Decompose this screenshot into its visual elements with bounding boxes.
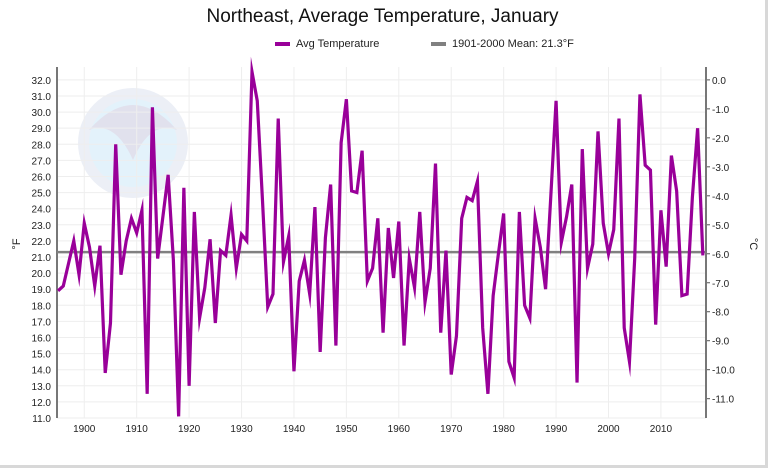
y-tick-label: 18.0	[32, 301, 52, 312]
legend-label: Avg Temperature	[296, 38, 380, 50]
y-tick-label: 29.0	[32, 124, 52, 135]
y-tick-label: 26.0	[32, 172, 52, 183]
y-tick-label: 30.0	[32, 108, 52, 119]
y-tick-label: 27.0	[32, 156, 52, 167]
y-right-tick-label: -5.0	[712, 221, 730, 232]
chart-title: Northeast, Average Temperature, January	[206, 6, 559, 27]
y-right-tick-label: -7.0	[712, 279, 730, 290]
avg-temperature-line	[56, 56, 705, 417]
noaa-logo-watermark	[78, 88, 188, 198]
y-tick-label: 16.0	[32, 333, 52, 344]
y-right-tick-label: 0.0	[712, 76, 726, 87]
legend-item-mean[interactable]: 1901-2000 Mean: 21.3°F	[431, 38, 574, 50]
y-tick-label: 28.0	[32, 140, 52, 151]
y-tick-label: 24.0	[32, 205, 52, 216]
y-tick-label: 19.0	[32, 285, 52, 296]
y-right-tick-label: -1.0	[712, 105, 730, 116]
y-right-tick-label: -9.0	[712, 337, 730, 348]
y-axis-label-right: °C	[747, 238, 759, 250]
y-right-tick-label: -2.0	[712, 134, 730, 145]
y-tick-label: 32.0	[32, 76, 52, 87]
y-tick-label: 14.0	[32, 366, 52, 377]
y-axis-label-left: °F	[11, 238, 23, 249]
y-tick-label: 31.0	[32, 92, 52, 103]
y-right-tick-label: -6.0	[712, 250, 730, 261]
y-tick-label: 21.0	[32, 253, 52, 264]
y-tick-label: 23.0	[32, 221, 52, 232]
y-tick-label: 22.0	[32, 237, 52, 248]
legend-swatch-gray	[431, 42, 446, 46]
y-right-tick-label: -10.0	[712, 366, 735, 377]
x-tick-label: 1960	[388, 424, 411, 435]
y-tick-label: 13.0	[32, 382, 52, 393]
y-right-tick-label: -11.0	[712, 395, 734, 406]
y-right-tick-label: -8.0	[712, 308, 730, 319]
noaa-logo-bird	[89, 105, 177, 160]
x-tick-label: 1950	[335, 424, 358, 435]
x-tick-label: 1930	[230, 424, 253, 435]
x-tick-label: 1970	[440, 424, 463, 435]
x-tick-label: 1940	[283, 424, 306, 435]
legend-item-avg-temperature[interactable]: Avg Temperature	[275, 38, 379, 50]
y-tick-label: 17.0	[32, 317, 52, 328]
x-tick-label: 2000	[597, 424, 620, 435]
y-tick-label: 20.0	[32, 269, 52, 280]
y-right-tick-label: -4.0	[712, 192, 730, 203]
x-tick-label: 1920	[178, 424, 201, 435]
y-tick-label: 12.0	[32, 398, 52, 409]
x-tick-label: 1910	[126, 424, 149, 435]
legend-label: 1901-2000 Mean: 21.3°F	[452, 38, 574, 50]
y-tick-label: 25.0	[32, 189, 52, 200]
x-tick-label: 2010	[650, 424, 673, 435]
x-tick-label: 1980	[493, 424, 516, 435]
x-tick-label: 1900	[73, 424, 96, 435]
x-tick-label: 1990	[545, 424, 568, 435]
legend-swatch-purple	[275, 42, 290, 46]
y-tick-label: 15.0	[32, 350, 52, 361]
y-right-tick-label: -3.0	[712, 163, 730, 174]
y-tick-label: 11.0	[32, 414, 51, 425]
